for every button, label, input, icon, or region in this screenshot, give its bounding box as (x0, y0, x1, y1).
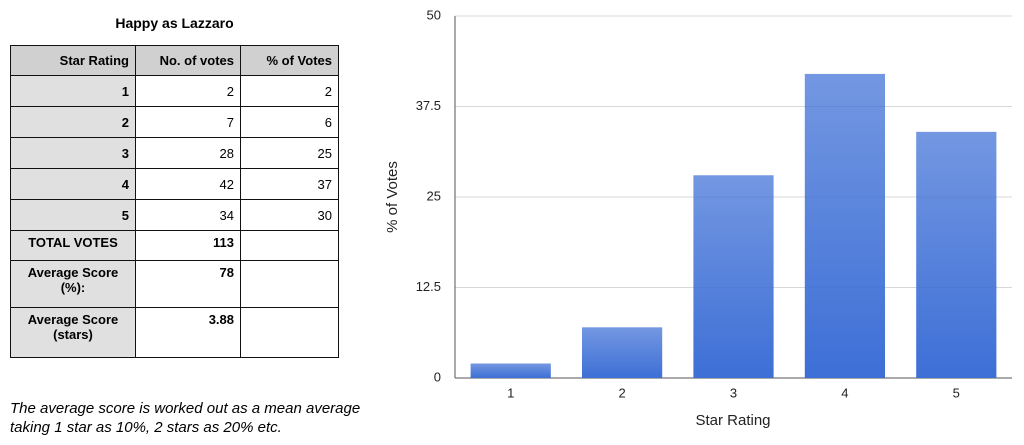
table-cell (240, 230, 339, 261)
table-cell: 37 (240, 168, 339, 200)
bar (804, 73, 886, 379)
footnote: The average score is worked out as a mea… (10, 400, 361, 436)
table-cell: 3.88 (135, 307, 241, 358)
table-row: TOTAL VOTES 113 (10, 230, 339, 261)
x-tick-label: 1 (507, 385, 514, 400)
y-tick-label: 12.5 (416, 279, 441, 294)
y-tick-label: 0 (434, 369, 441, 384)
table-cell: 3 (10, 137, 136, 169)
table-cell (240, 307, 339, 358)
table-cell: 5 (10, 199, 136, 231)
y-tick-label: 50 (427, 7, 441, 22)
table-cell: % of Votes (240, 45, 339, 76)
table-cell (240, 260, 339, 308)
x-tick-label: 3 (730, 385, 737, 400)
table-row: Average Score (stars) 3.88 (10, 307, 339, 358)
table-row: 5 34 30 (10, 199, 339, 231)
table-cell: 78 (135, 260, 241, 308)
table-cell: 6 (240, 106, 339, 138)
table-cell: Average Score (stars) (10, 307, 136, 358)
table-cell: 113 (135, 230, 241, 261)
table-cell: TOTAL VOTES (10, 230, 136, 261)
table-cell: 2 (240, 75, 339, 107)
table-cell: 30 (240, 199, 339, 231)
table-cell: 2 (10, 106, 136, 138)
table-cell: 4 (10, 168, 136, 200)
y-axis-label: % of Votes (384, 161, 401, 233)
table-row: 3 28 25 (10, 137, 339, 169)
table-cell: 1 (10, 75, 136, 107)
table-cell: 7 (135, 106, 241, 138)
table-title: Happy as Lazzaro (115, 15, 234, 31)
table-row: Star Rating No. of votes% of Votes (10, 45, 339, 76)
table-row: 4 42 37 (10, 168, 339, 200)
bar (916, 131, 997, 378)
table-cell: Average Score (%): (10, 260, 136, 308)
table-cell: 2 (135, 75, 241, 107)
bar (581, 327, 663, 378)
y-tick-label: 25 (427, 188, 441, 203)
table-cell: 28 (135, 137, 241, 169)
vote-table: Star Rating No. of votes% of Votes 1 2 2 2 7 6 3… (10, 45, 339, 358)
x-tick-label: 5 (953, 385, 960, 400)
table-cell: Star Rating (10, 45, 136, 76)
x-tick-label: 2 (618, 385, 625, 400)
table-cell: No. of votes (135, 45, 241, 76)
table-cell: 25 (240, 137, 339, 169)
table-row: Average Score (%): 78 (10, 260, 339, 308)
x-axis-label: Star Rating (695, 412, 770, 429)
x-tick-label: 4 (841, 385, 848, 400)
table-cell: 42 (135, 168, 241, 200)
table-cell: 34 (135, 199, 241, 231)
y-tick-label: 37.5 (416, 98, 441, 113)
bar (470, 363, 551, 378)
bar (693, 175, 774, 378)
